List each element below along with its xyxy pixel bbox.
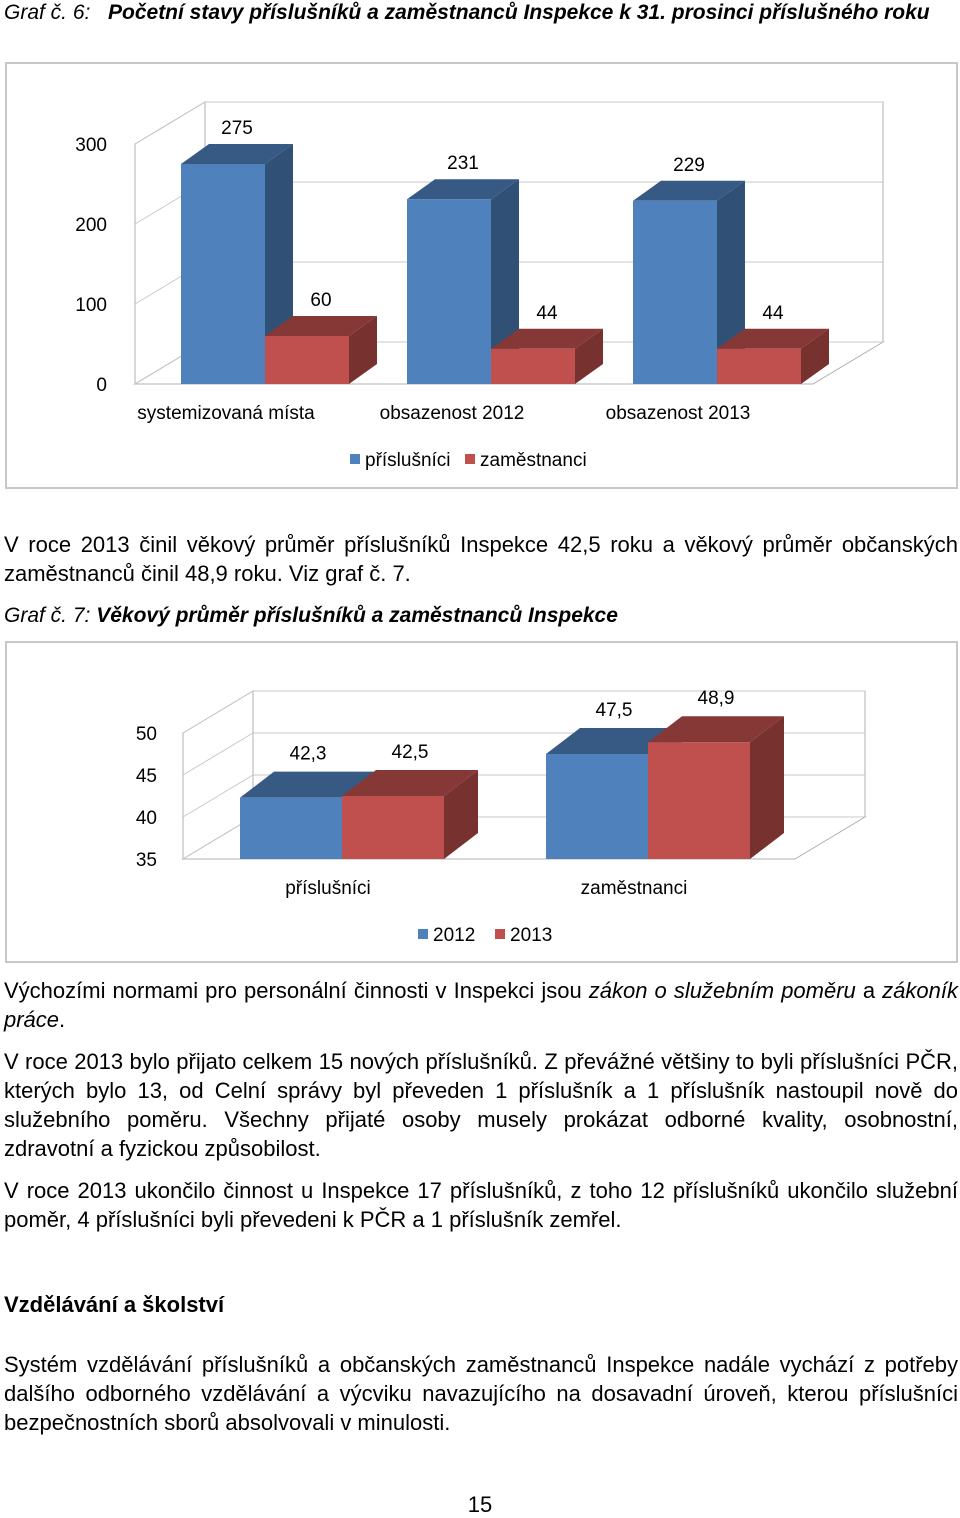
- chart2-caption-prefix: Graf č. 7:: [4, 604, 91, 627]
- norms-law-service: zákon o služebním poměru: [588, 978, 856, 1003]
- chart0-bar-top: [181, 144, 293, 164]
- chart0-category-label: systemizovaná místa: [137, 403, 315, 424]
- chart0-bar-top: [407, 179, 519, 200]
- chart1-bar-2012-zaměstnanci: [546, 754, 648, 859]
- chart0-legend-label: zaměstnanci: [480, 450, 587, 471]
- chart1-ytick: 35: [136, 850, 157, 871]
- paragraph-hiring: V roce 2013 bylo přijato celkem 15 novýc…: [4, 1049, 958, 1161]
- chart0-legend-swatch: [350, 454, 360, 464]
- chart1-bar-top: [342, 770, 478, 796]
- chart1-data-label: 42,5: [392, 742, 429, 763]
- section-heading: Vzdělávání a školství: [4, 1292, 225, 1317]
- chart0-bar-side: [491, 179, 519, 384]
- chart1-caption: Graf č. 6: Početní stavy příslušníků a z…: [4, 0, 960, 26]
- chart0-bar-zaměstnanci-systemizovaná místa: [265, 336, 349, 384]
- chart1-legend-swatch: [418, 929, 428, 939]
- chart0-legend-label: příslušníci: [365, 450, 451, 471]
- page-number: 15: [467, 1492, 493, 1517]
- chart1-gridline: [182, 690, 865, 734]
- chart0-ytick: 0: [96, 375, 107, 396]
- chart0-bar-zaměstnanci-obsazenost 2013: [717, 348, 801, 384]
- chart1-bar-2012-příslušníci: [240, 797, 342, 859]
- paragraph-terminations: V roce 2013 ukončilo činnost u Inspekce …: [4, 1178, 958, 1232]
- chart0-ytick: 100: [75, 295, 107, 316]
- chart1-legend-label: 2013: [510, 925, 552, 946]
- chart1-data-label: 47,5: [596, 700, 633, 721]
- chart2-caption-title: Věkový průměr příslušníků a zaměstnanců …: [96, 604, 618, 627]
- paragraph-age-average: V roce 2013 činil věkový průměr příslušn…: [4, 532, 958, 586]
- paragraph-norms: Výchozími normami pro personální činnost…: [4, 976, 958, 1034]
- chart1-frame: 0 100 200 300 275 60 systemizovaná místa 231 44 o…: [5, 62, 958, 489]
- chart1-category-label: příslušníci: [285, 878, 371, 899]
- norms-text-e: .: [59, 1007, 66, 1032]
- chart1-ytick: 40: [136, 808, 157, 829]
- chart0-data-label: 44: [762, 303, 784, 324]
- chart2-svg: 35 40 45 50 42,3 42,5 příslušníci 47,5 48,9 zaměs…: [136, 688, 867, 946]
- chart0-data-label: 60: [310, 290, 331, 311]
- chart0-bar-side: [575, 328, 603, 384]
- chart0-category-label: obsazenost 2013: [606, 403, 751, 424]
- chart0-bar-top: [717, 328, 829, 349]
- chart1-legend-label: 2012: [433, 925, 475, 946]
- chart0-category-label: obsazenost 2012: [380, 403, 525, 424]
- chart1-bar-top: [648, 716, 784, 743]
- chart1-bar-side: [444, 770, 478, 859]
- chart1-data-label: 42,3: [290, 744, 327, 765]
- chart1-data-label: 48,9: [698, 688, 735, 709]
- norms-text-a: Výchozími normami pro personální činnost…: [4, 978, 589, 1003]
- chart0-ytick: 200: [75, 215, 107, 236]
- chart0-bar-příslušníci-obsazenost 2012: [407, 199, 491, 384]
- chart0-ytick: 300: [75, 135, 107, 156]
- chart0-bar-top: [633, 180, 745, 201]
- chart1-bar-2013-zaměstnanci: [648, 742, 750, 859]
- norms-labour-code: zákoník práce: [4, 978, 958, 1032]
- chart0-data-label: 229: [673, 155, 705, 176]
- chart1-category-label: zaměstnanci: [581, 878, 688, 899]
- chart2-frame: 35 40 45 50 42,3 42,5 příslušníci 47,5 48,9 zaměs…: [5, 641, 958, 963]
- chart1-legend-swatch: [495, 929, 505, 939]
- chart0-data-label: 231: [447, 153, 479, 174]
- chart0-bar-side: [801, 328, 829, 384]
- chart1-ytick: 45: [136, 766, 157, 787]
- chart1-caption-prefix: Graf č. 6:: [4, 1, 91, 24]
- norms-text-c: a: [855, 978, 883, 1003]
- paragraph-education: Systém vzdělávání příslušníků a občanský…: [4, 1352, 958, 1435]
- chart0-bar-side: [717, 180, 745, 384]
- chart0-bar-příslušníci-systemizovaná místa: [181, 164, 265, 384]
- chart1-bar-top: [240, 771, 376, 798]
- chart0-gridline: [134, 101, 883, 145]
- chart0-bar-side: [349, 316, 377, 384]
- chart2-caption: Graf č. 7: Věkový průměr příslušníků a z…: [4, 603, 618, 629]
- chart1-bar-side: [750, 716, 784, 859]
- chart0-data-label: 275: [221, 118, 253, 139]
- chart0-bar-top: [265, 316, 377, 336]
- chart1-bar-2013-příslušníci: [342, 796, 444, 859]
- chart0-data-label: 44: [536, 303, 558, 324]
- chart0-bar-příslušníci-obsazenost 2013: [633, 200, 717, 384]
- chart0-bar-top: [491, 328, 603, 349]
- chart1-svg: 0 100 200 300 275 60 systemizovaná místa 231 44 o…: [75, 101, 885, 471]
- chart1-caption-title: Početní stavy příslušníků a zaměstnanců …: [108, 1, 930, 24]
- chart1-ytick: 50: [136, 724, 157, 745]
- chart0-bar-zaměstnanci-obsazenost 2012: [491, 348, 575, 384]
- chart0-legend-swatch: [465, 454, 475, 464]
